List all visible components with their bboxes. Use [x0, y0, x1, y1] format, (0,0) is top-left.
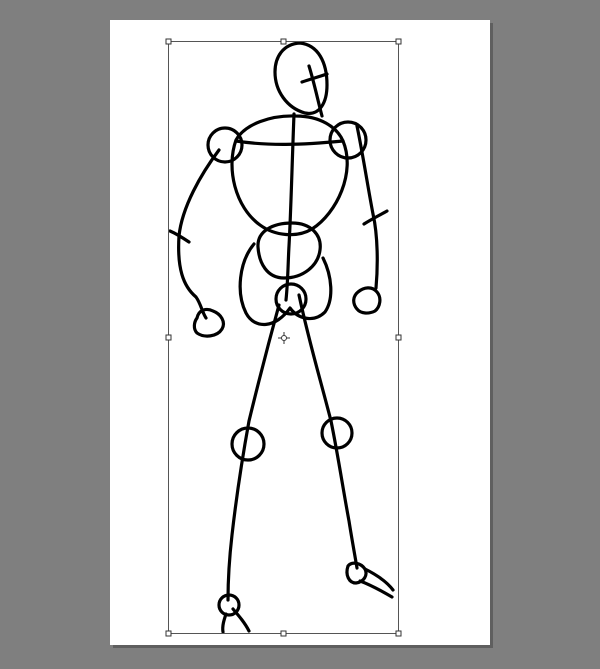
left-elbow-mark	[168, 229, 191, 244]
right-knee-joint	[320, 416, 354, 450]
right-shoulder-joint	[328, 120, 368, 160]
right-ankle-joint	[345, 561, 368, 585]
shoulder-line	[234, 139, 345, 146]
right-leg-line	[297, 293, 359, 570]
transform-handle-icon[interactable]	[280, 630, 287, 637]
stick-figure-drawing[interactable]	[168, 41, 395, 634]
left-knee-joint	[230, 426, 266, 462]
figure-head	[273, 41, 329, 115]
transform-handle-icon[interactable]	[280, 38, 287, 45]
pelvis-joint	[274, 282, 308, 316]
transform-handle-icon[interactable]	[395, 38, 402, 45]
right-elbow-mark	[362, 209, 389, 226]
transform-handle-icon[interactable]	[395, 334, 402, 341]
left-leg-line	[226, 303, 281, 602]
left-foot	[221, 607, 251, 634]
transform-selection[interactable]	[165, 38, 402, 637]
spine-line	[284, 112, 296, 302]
left-hand	[192, 307, 225, 338]
right-hand	[352, 286, 382, 315]
left-shoulder-joint	[206, 126, 244, 164]
left-ankle-joint	[217, 593, 241, 617]
transform-handle-icon[interactable]	[165, 334, 172, 341]
transform-handle-icon[interactable]	[165, 630, 172, 637]
waist-oval	[256, 221, 322, 280]
transform-handle-icon[interactable]	[395, 630, 402, 637]
transform-handle-icon[interactable]	[165, 38, 172, 45]
crosshair-icon[interactable]	[278, 332, 290, 344]
upper-torso	[230, 114, 349, 237]
pelvis-shape	[238, 242, 333, 327]
right-arm-line	[355, 124, 379, 290]
document-artboard[interactable]	[110, 20, 490, 645]
left-arm-line	[177, 148, 221, 320]
right-foot	[358, 567, 395, 599]
head-eye-line	[300, 72, 329, 84]
head-center-line	[307, 64, 324, 118]
